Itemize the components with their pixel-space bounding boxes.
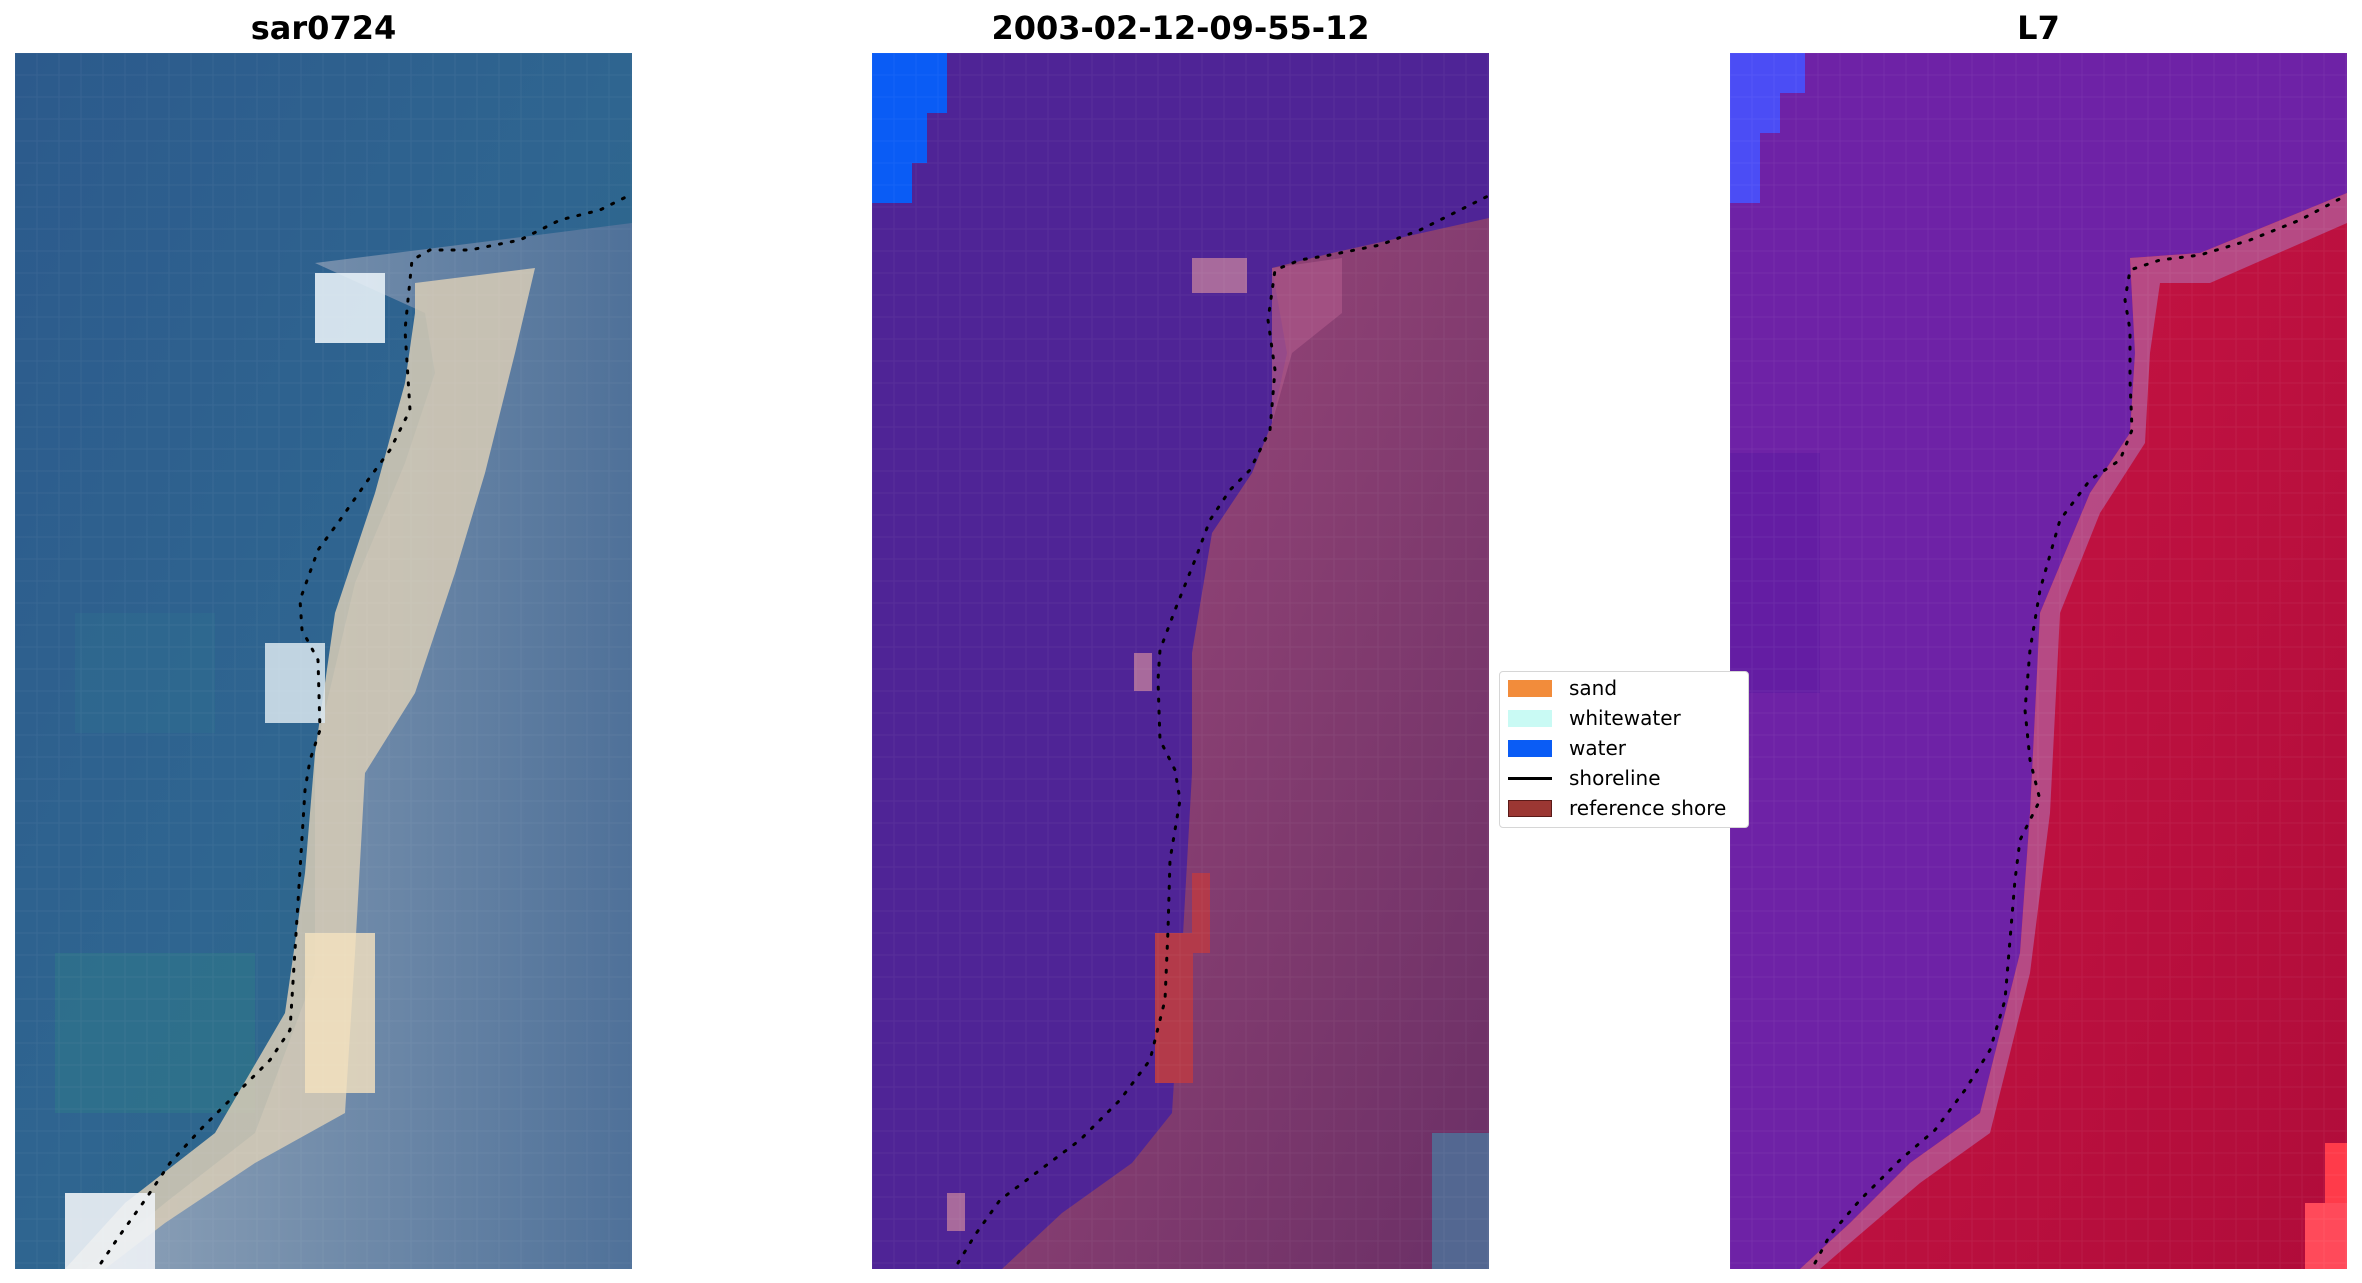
l7-image xyxy=(1730,53,2347,1269)
classification-image xyxy=(872,53,1489,1269)
legend-item-sand: sand xyxy=(1508,675,1617,701)
water-swatch xyxy=(1508,739,1552,757)
rgb-satellite-image xyxy=(15,53,632,1269)
legend-label-sand: sand xyxy=(1569,676,1618,700)
whitewater-swatch xyxy=(1508,709,1552,727)
panel-title-l7: L7 xyxy=(2017,9,2060,47)
sand-swatch xyxy=(1508,679,1552,697)
legend-label-shoreline: shoreline xyxy=(1569,766,1661,790)
legend-item-shoreline: shoreline xyxy=(1508,765,1661,791)
legend-label-reference-shore: reference shore xyxy=(1569,796,1727,820)
legend-item-whitewater: whitewater xyxy=(1508,705,1681,731)
legend-item-water: water xyxy=(1508,735,1626,761)
panel-title-classification: 2003-02-12-09-55-12 xyxy=(991,9,1370,47)
legend-label-whitewater: whitewater xyxy=(1569,706,1681,730)
legend-label-water: water xyxy=(1569,736,1626,760)
shoreline-swatch xyxy=(1508,776,1552,780)
panel-title-rgb: sar0724 xyxy=(250,9,397,47)
reference-shore-swatch xyxy=(1508,799,1552,817)
legend-item-reference-shore: reference shore xyxy=(1508,795,1726,821)
legend: sand whitewater water shoreline referenc… xyxy=(1499,671,1749,828)
